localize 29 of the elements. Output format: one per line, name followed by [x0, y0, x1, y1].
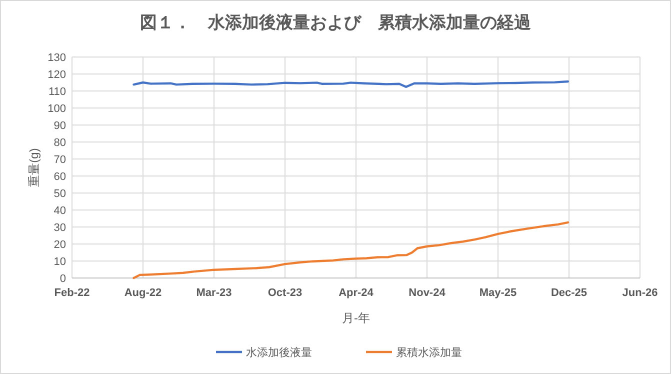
y-tick-label: 110: [48, 86, 66, 98]
y-tick-label: 130: [48, 52, 66, 64]
x-tick-label: Apr-24: [338, 287, 374, 299]
y-tick-label: 60: [54, 171, 66, 183]
y-axis-title: 重量(g): [27, 148, 41, 187]
x-tick-label: Oct-23: [268, 287, 302, 299]
x-tick-label: Dec-25: [550, 287, 588, 299]
legend-label: 累積水添加量: [396, 346, 462, 359]
y-tick-label: 100: [48, 103, 66, 115]
y-tick-label: 20: [54, 239, 66, 251]
y-tick-label: 10: [54, 256, 66, 268]
line-series: [132, 221, 570, 280]
legend-label: 水添加後液量: [246, 346, 312, 359]
x-tick-label: Nov-24: [408, 287, 446, 299]
y-tick-label: 30: [54, 222, 66, 234]
x-tick-label: Mar-23: [196, 287, 232, 299]
x-axis-title: 月-年: [342, 311, 370, 325]
y-tick-label: 90: [54, 120, 66, 132]
x-tick-label: Aug-22: [124, 287, 162, 299]
y-tick-label: 40: [54, 205, 66, 217]
x-tick-label: Jun-26: [622, 287, 658, 299]
x-tick-label: Feb-22: [54, 287, 90, 299]
x-tick-label: May-25: [479, 287, 517, 299]
y-tick-label: 80: [54, 137, 66, 149]
y-tick-label: 70: [54, 154, 66, 166]
y-tick-label: 0: [60, 273, 66, 285]
y-tick-label: 50: [54, 188, 66, 200]
chart-title: 図１． 水添加後液量および 累積水添加量の経過: [140, 13, 531, 32]
y-tick-label: 120: [48, 69, 66, 81]
